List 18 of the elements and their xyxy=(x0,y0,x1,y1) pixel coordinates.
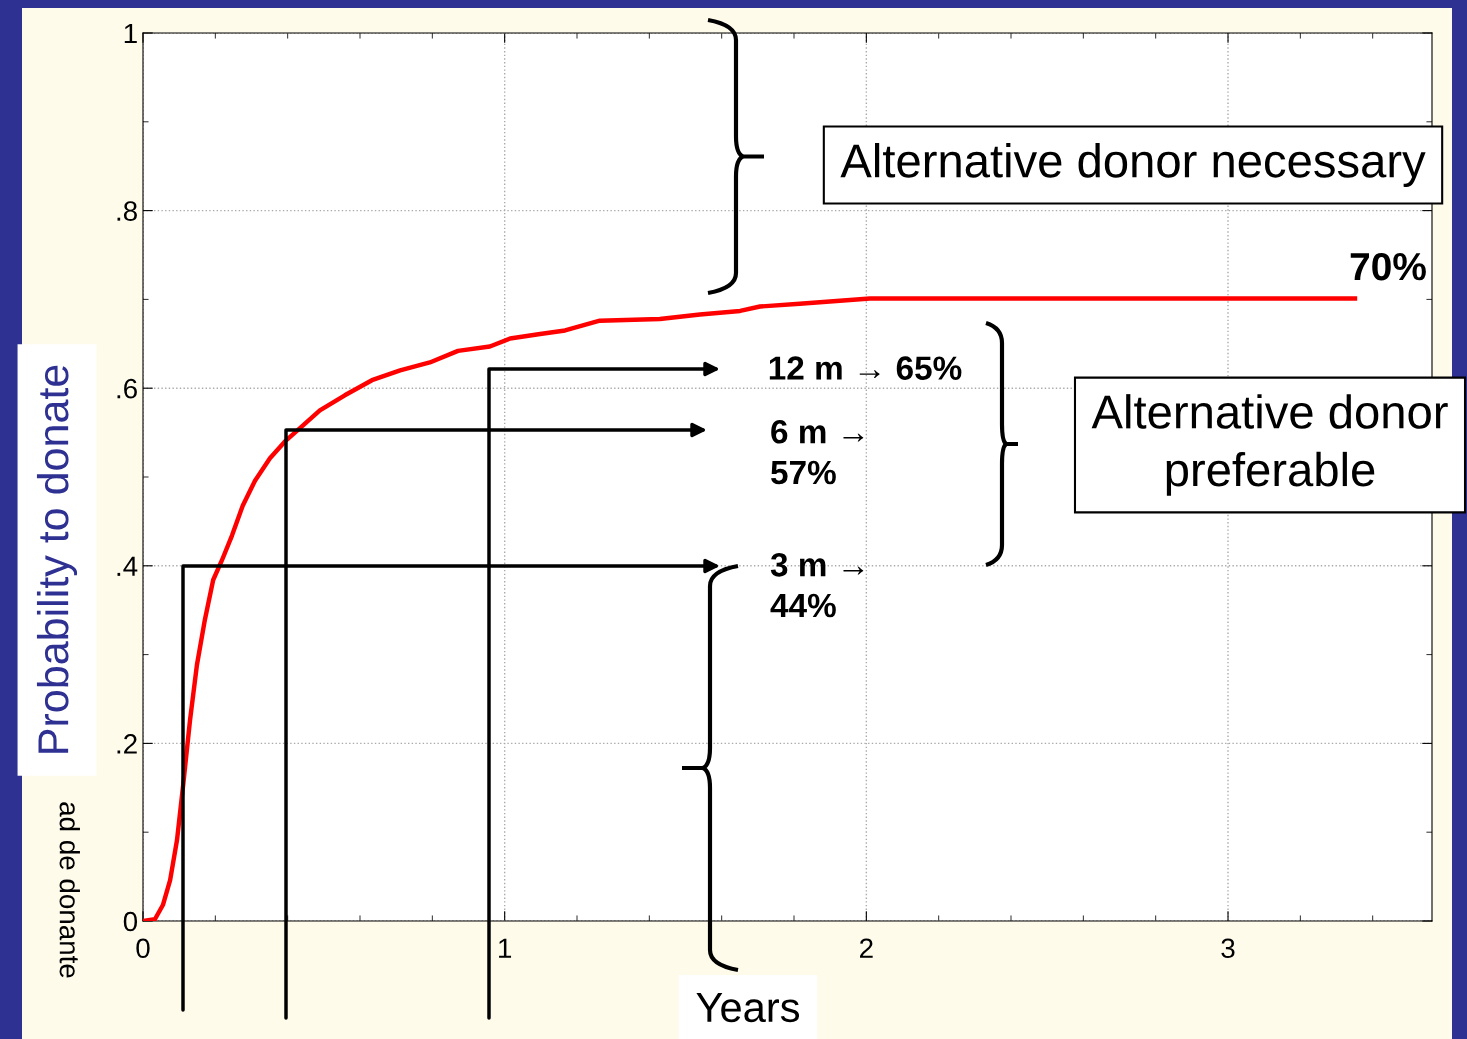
y-tick-label: .8 xyxy=(117,201,137,221)
annotation: Alternative donor preferable xyxy=(1091,394,1448,496)
text: ad de donante xyxy=(59,802,80,978)
y-axis-title: Probability to donate xyxy=(36,365,78,753)
annotation: 70% xyxy=(1350,252,1426,281)
y-tick-label: .6 xyxy=(117,378,137,399)
x-tick-label: 3 xyxy=(1221,938,1235,959)
x-axis-title: Years xyxy=(696,993,800,1023)
annotation: 12 m → 65% xyxy=(769,356,962,380)
annotation: 6 m → 57% xyxy=(771,419,864,485)
y-tick-label: .2 xyxy=(117,734,137,754)
annotation: Alternative donor necessary xyxy=(840,142,1426,188)
y-tick-label: 1 xyxy=(124,23,137,44)
y-tick-label: .4 xyxy=(117,556,138,576)
annotation: 3 m → 44% xyxy=(770,552,864,618)
y-tick-label: 0 xyxy=(123,911,138,932)
x-tick-label: 1 xyxy=(499,938,512,958)
x-tick-label: 2 xyxy=(860,938,873,958)
